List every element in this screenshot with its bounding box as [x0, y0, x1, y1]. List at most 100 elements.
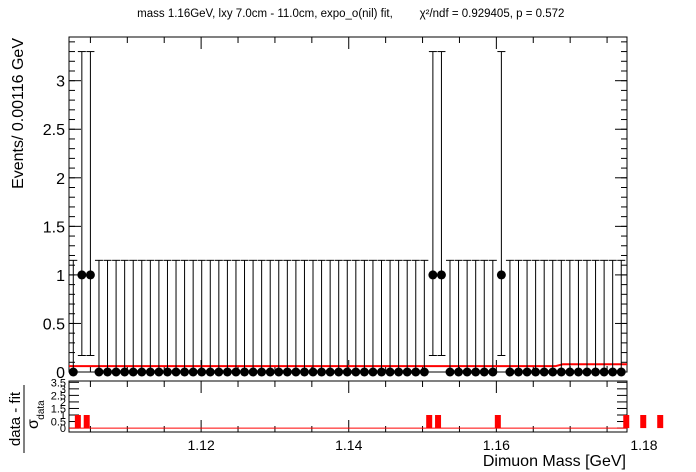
data-point — [120, 367, 130, 377]
y-axis-label: Events/ 0.00116 GeV — [10, 38, 27, 189]
data-point — [462, 367, 472, 377]
data-point — [445, 367, 455, 377]
ratio-y-label-denominator: σ — [25, 419, 42, 429]
data-point — [137, 367, 147, 377]
x-axis-label: Dimuon Mass [GeV] — [483, 453, 626, 470]
data-point — [240, 367, 250, 377]
data-point — [145, 367, 155, 377]
ratio-plot-frame — [68, 380, 628, 433]
data-point — [608, 367, 618, 377]
data-point — [94, 367, 104, 377]
data-point — [394, 367, 404, 377]
data-point — [171, 367, 181, 377]
data-point — [377, 367, 387, 377]
data-point — [68, 367, 78, 377]
data-point — [428, 270, 438, 280]
y-tick-label: 2.5 — [43, 122, 65, 139]
data-point — [274, 367, 284, 377]
data-point — [505, 367, 515, 377]
data-point — [419, 367, 429, 377]
data-point — [436, 270, 446, 280]
ratio-bar — [83, 415, 90, 429]
ratio-y-tick-label: 0 — [60, 423, 66, 435]
data-point — [479, 367, 489, 377]
ratio-bar — [74, 415, 81, 429]
data-point — [154, 367, 164, 377]
data-point — [308, 367, 318, 377]
data-point — [454, 367, 464, 377]
y-tick-label: 0 — [56, 365, 65, 382]
data-point — [385, 367, 395, 377]
ratio-bar — [435, 415, 442, 429]
ratio-plot-panel: 1.121.141.161.181.200.511.522.533.5 — [51, 377, 664, 453]
y-tick-label: 0.5 — [43, 316, 65, 333]
ratio-y-tick-label: 3.5 — [51, 377, 66, 389]
data-point — [471, 367, 481, 377]
x-tick-label: 1.18 — [630, 437, 657, 453]
data-point — [342, 367, 352, 377]
x-tick-label: 1.12 — [187, 437, 214, 453]
data-point — [257, 367, 267, 377]
data-point — [573, 367, 583, 377]
data-point — [591, 367, 601, 377]
data-point — [548, 367, 558, 377]
ratio-y-axis-label: data - fit σ data — [7, 385, 47, 453]
data-point — [128, 367, 138, 377]
data-point — [77, 270, 87, 280]
data-point — [368, 367, 378, 377]
data-point — [282, 367, 292, 377]
data-point — [299, 367, 309, 377]
data-point — [514, 367, 523, 377]
chart-stats: χ²/ndf = 0.929405, p = 0.572 — [420, 8, 565, 20]
data-point — [531, 367, 541, 377]
ratio-y-label-subscript: data — [36, 400, 47, 420]
data-point — [188, 367, 198, 377]
chart-title: mass 1.16GeV, lxy 7.0cm - 11.0cm, expo_o… — [137, 8, 393, 20]
data-point — [351, 367, 361, 377]
data-point — [616, 367, 626, 377]
ratio-y-tick-label: 3 — [60, 384, 66, 396]
data-point — [111, 367, 121, 377]
data-point — [265, 367, 275, 377]
ratio-bar — [426, 415, 433, 429]
main-plot-frame — [68, 36, 628, 373]
data-point — [222, 367, 232, 377]
data-points — [68, 51, 626, 377]
data-point — [325, 367, 335, 377]
data-point — [599, 367, 609, 377]
data-point — [539, 367, 549, 377]
data-point — [180, 367, 190, 377]
data-point — [402, 367, 412, 377]
data-point — [334, 367, 344, 377]
data-point — [291, 367, 301, 377]
data-point — [162, 367, 172, 377]
data-point — [522, 367, 532, 377]
data-point — [565, 367, 575, 377]
data-point — [214, 367, 224, 377]
data-point — [85, 270, 95, 280]
x-tick-label: 1.16 — [483, 437, 510, 453]
data-point — [582, 367, 592, 377]
ratio-bar — [640, 415, 647, 429]
ratio-bar — [494, 415, 501, 429]
y-tick-label: 1 — [56, 268, 65, 285]
data-point — [359, 367, 369, 377]
x-tick-label: 1.14 — [335, 437, 362, 453]
data-point — [197, 367, 207, 377]
ratio-y-label-numerator: data - fit — [7, 391, 24, 446]
data-point — [496, 270, 506, 280]
ratio-y-tick-label: 0.5 — [51, 417, 66, 429]
fit-curve — [69, 363, 627, 368]
main-plot-panel: 0 0.5 1 1.5 2 2.5 3 — [43, 36, 628, 382]
ratio-y-tick-label: 1 — [60, 410, 66, 422]
y-tick-label: 2 — [56, 171, 65, 188]
data-point — [248, 367, 258, 377]
data-point — [556, 367, 566, 377]
y-tick-label: 1.5 — [43, 219, 65, 236]
data-point — [488, 367, 498, 377]
data-point — [103, 367, 113, 377]
data-point — [411, 367, 421, 377]
ratio-y-tick-label: 2.5 — [51, 390, 66, 402]
data-point — [205, 367, 215, 377]
